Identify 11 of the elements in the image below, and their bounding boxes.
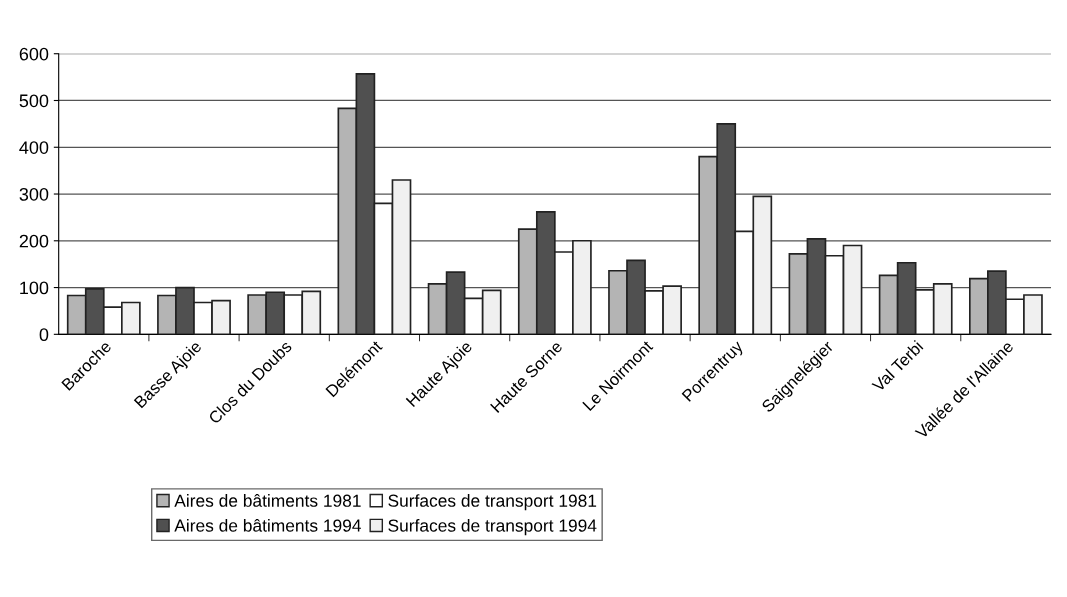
legend-label: Aires de bâtiments 1994 (174, 518, 361, 532)
y-tick-label: 500 (19, 94, 49, 108)
y-tick-label: 600 (19, 47, 49, 61)
legend-label: Surfaces de transport 1994 (388, 518, 597, 536)
y-tick-label: 200 (19, 234, 49, 248)
y-tick-label: 300 (19, 187, 49, 201)
y-tick-label: 400 (19, 141, 49, 154)
y-tick-label: 100 (20, 281, 49, 295)
legend-label: Aires de bâtiments 1981 (174, 494, 361, 507)
legend-label: Surfaces de transport 1981 (388, 494, 597, 511)
y-tick-label: 0 (39, 328, 49, 342)
